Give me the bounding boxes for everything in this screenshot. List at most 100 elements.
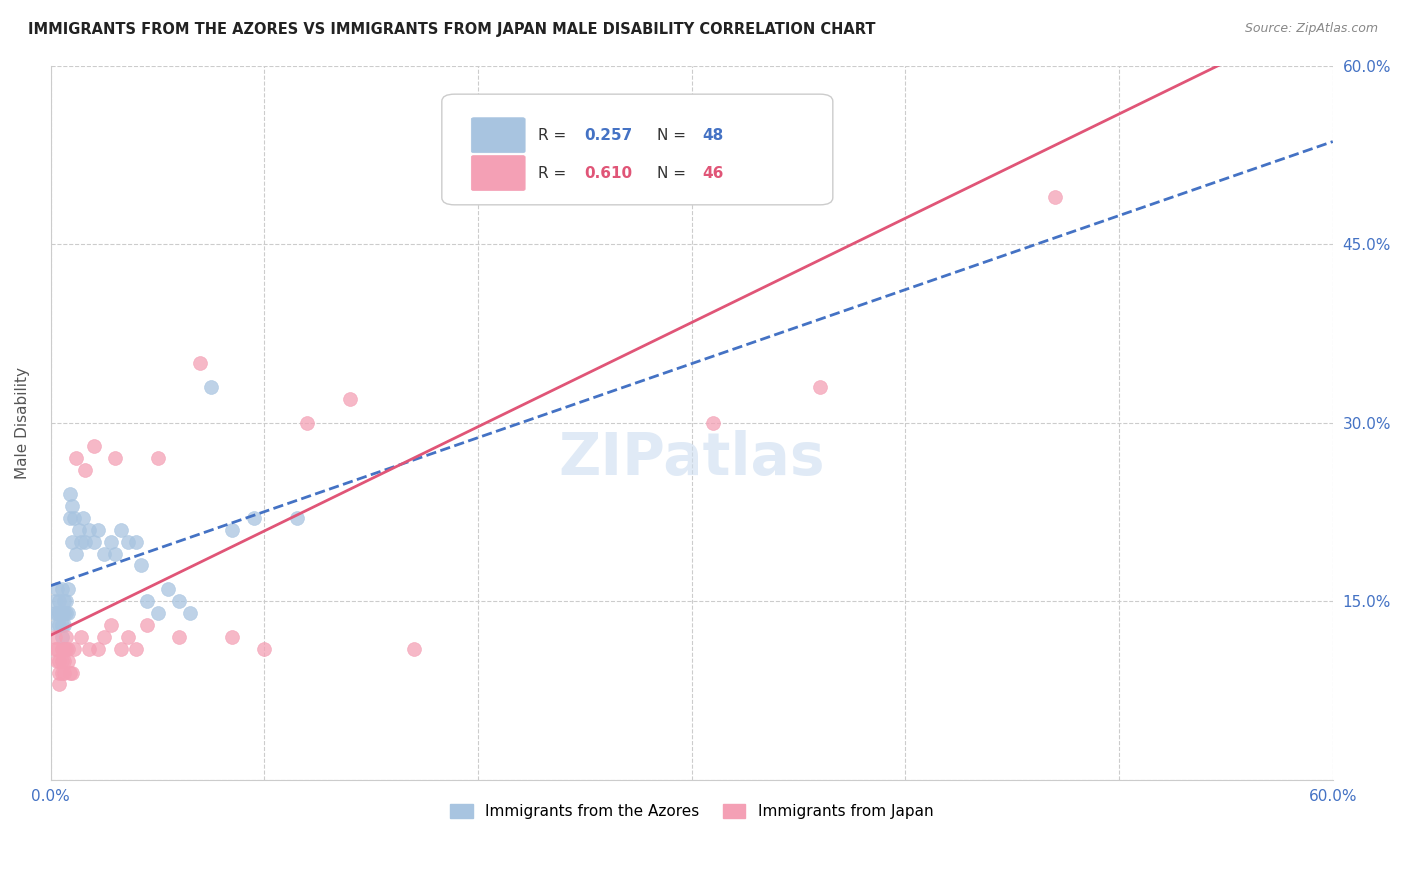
Point (117, 534, 139, 549)
Point (100, 618, 122, 632)
Point (60, 499, 83, 513)
Point (59, 665, 82, 680)
Point (46, 618, 69, 632)
Point (60, 665, 83, 680)
Point (55, 606, 77, 620)
Point (48, 606, 70, 620)
FancyBboxPatch shape (441, 95, 832, 205)
Point (190, 356, 212, 370)
Point (46, 641, 69, 656)
Point (200, 380, 222, 394)
Point (69, 630, 91, 644)
FancyBboxPatch shape (471, 118, 526, 153)
Point (46, 582, 69, 597)
Point (48, 618, 70, 632)
Point (44, 630, 66, 644)
Point (221, 523, 243, 537)
Text: R =: R = (538, 128, 571, 143)
Point (110, 523, 132, 537)
Point (46, 654, 69, 668)
Point (1043, 189, 1066, 203)
Point (87, 523, 110, 537)
Point (51, 641, 73, 656)
Point (595, 118, 617, 132)
Point (51, 654, 73, 668)
Point (100, 534, 122, 549)
Point (125, 641, 148, 656)
Point (48, 654, 70, 668)
Point (157, 582, 180, 597)
Point (44, 594, 66, 608)
Point (83, 439, 105, 453)
Point (110, 641, 132, 656)
Point (44, 606, 66, 620)
Point (52, 641, 75, 656)
Point (65, 451, 87, 466)
Point (59, 487, 82, 501)
Point (56, 654, 79, 668)
Point (51, 630, 73, 644)
Point (56, 582, 79, 597)
Point (339, 392, 361, 406)
Legend: Immigrants from the Azores, Immigrants from Japan: Immigrants from the Azores, Immigrants f… (444, 798, 939, 825)
Point (52, 594, 75, 608)
Point (104, 451, 127, 466)
Point (253, 641, 276, 656)
Point (146, 606, 169, 620)
Point (51, 665, 73, 680)
Point (297, 416, 319, 430)
Point (125, 534, 148, 549)
Point (59, 510, 82, 524)
Point (72, 510, 94, 524)
Point (243, 510, 266, 524)
Point (285, 510, 308, 524)
Point (51, 582, 73, 597)
Point (56, 606, 79, 620)
Point (73, 463, 96, 477)
Text: IMMIGRANTS FROM THE AZORES VS IMMIGRANTS FROM JAPAN MALE DISABILITY CORRELATION : IMMIGRANTS FROM THE AZORES VS IMMIGRANTS… (28, 22, 876, 37)
Point (221, 630, 243, 644)
Point (48, 677, 70, 691)
Point (83, 534, 105, 549)
Point (52, 665, 75, 680)
Point (69, 534, 91, 549)
Point (93, 630, 115, 644)
Point (93, 547, 115, 561)
Text: 46: 46 (702, 166, 724, 181)
Point (402, 641, 425, 656)
Point (51, 618, 73, 632)
Point (167, 594, 190, 608)
Point (67, 523, 90, 537)
Point (52, 618, 75, 632)
Point (56, 641, 79, 656)
Text: 0.610: 0.610 (583, 166, 633, 181)
Point (48, 665, 70, 680)
Point (87, 641, 110, 656)
Point (51, 606, 73, 620)
Text: Source: ZipAtlas.com: Source: ZipAtlas.com (1244, 22, 1378, 36)
Point (52, 606, 75, 620)
Point (55, 594, 77, 608)
Point (179, 606, 201, 620)
Point (55, 630, 77, 644)
Text: R =: R = (538, 166, 571, 181)
Point (73, 534, 96, 549)
Point (55, 641, 77, 656)
Y-axis label: Male Disability: Male Disability (15, 367, 30, 479)
Point (167, 630, 190, 644)
Text: 0.257: 0.257 (583, 128, 633, 143)
Text: N =: N = (657, 128, 692, 143)
Point (808, 380, 831, 394)
Point (52, 654, 75, 668)
Point (136, 618, 159, 632)
Point (44, 641, 66, 656)
Point (60, 534, 83, 549)
FancyBboxPatch shape (471, 155, 526, 191)
Point (63, 641, 86, 656)
Point (63, 510, 86, 524)
Text: 48: 48 (702, 128, 723, 143)
Point (467, 142, 489, 156)
Point (48, 594, 70, 608)
Point (146, 451, 169, 466)
Point (46, 606, 69, 620)
